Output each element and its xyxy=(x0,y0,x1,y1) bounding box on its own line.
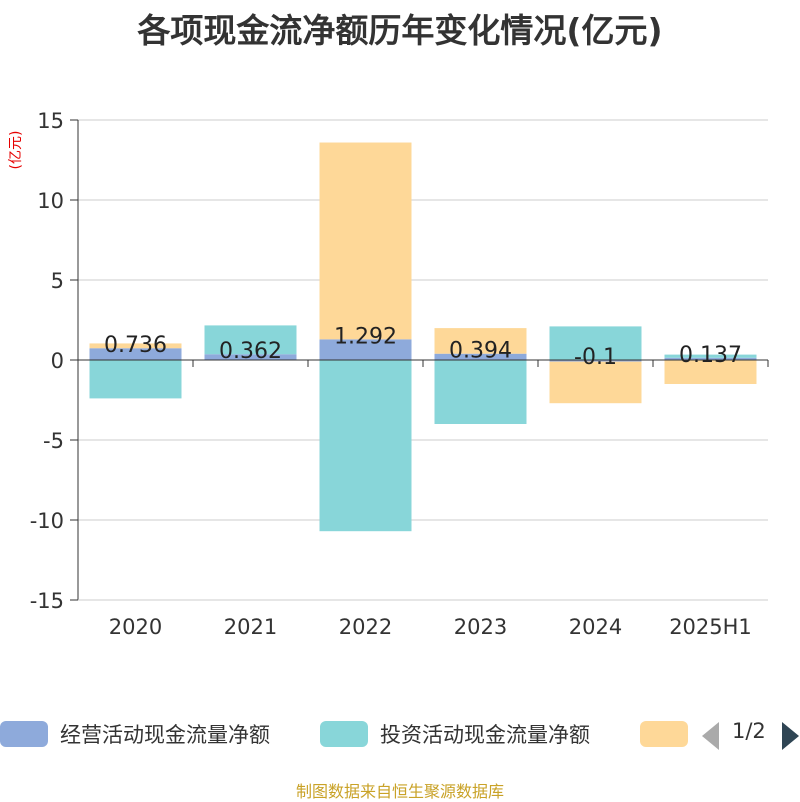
x-tick-label: 2022 xyxy=(339,615,392,639)
y-tick-label: 0 xyxy=(51,349,64,373)
y-tick-label: 5 xyxy=(51,269,64,293)
bar-series1-2020 xyxy=(89,348,182,360)
x-tick-label: 2024 xyxy=(569,615,622,639)
bar-series2-2023 xyxy=(434,360,527,424)
legend-pager: 1/2 xyxy=(700,716,800,752)
data-label: -0.1 xyxy=(574,345,617,370)
y-tick-label: -5 xyxy=(43,429,64,453)
legend-label-operating: 经营活动现金流量净额 xyxy=(60,723,270,747)
chart-title: 各项现金流净额历年变化情况(亿元) xyxy=(137,11,663,50)
bar-series1-2021 xyxy=(204,354,297,360)
data-label: 0.362 xyxy=(219,339,282,364)
legend-label-investing: 投资活动现金流量净额 xyxy=(380,723,590,747)
y-tick-label: -10 xyxy=(30,509,64,533)
x-tick-label: 2020 xyxy=(109,615,162,639)
bar-series3-2024 xyxy=(549,361,642,404)
bar-series2-2025H1 xyxy=(664,354,757,358)
legend-item-operating[interactable]: 经营活动现金流量净额 xyxy=(0,716,270,752)
bar-series1-2023 xyxy=(434,353,527,360)
legend-item-investing[interactable]: 投资活动现金流量净额 xyxy=(320,716,590,752)
bar-series1-2025H1 xyxy=(664,357,757,360)
legend-swatch-third xyxy=(640,721,688,747)
data-label: 1.292 xyxy=(334,324,397,349)
legend-swatch-operating xyxy=(0,721,48,747)
bar-series2-2024 xyxy=(549,326,642,360)
data-label: 0.137 xyxy=(679,343,742,368)
x-tick-label: 2025H1 xyxy=(669,615,752,639)
bar-series1-2024 xyxy=(549,360,642,362)
legend-prev-page-icon[interactable] xyxy=(702,722,719,750)
y-tick-label: 15 xyxy=(37,109,64,133)
bar-series2-2021 xyxy=(204,325,297,355)
y-tick-label: -15 xyxy=(30,589,64,613)
data-label: 0.736 xyxy=(104,333,167,358)
legend-item-third[interactable] xyxy=(640,716,688,752)
bar-series2-2022 xyxy=(319,360,412,532)
legend-page-indicator: 1/2 xyxy=(732,719,766,743)
bar-series2-2020 xyxy=(89,360,182,399)
data-label: 0.394 xyxy=(449,339,512,364)
legend-swatch-investing xyxy=(320,721,368,747)
chart-area: 15 10 5 0 -5 -10 -15 0.736 0.362 1.292 0.394 -0.1 0.… xyxy=(30,109,769,639)
bar-series3-2022 xyxy=(319,142,412,340)
source-footer: 制图数据来自恒生聚源数据库 xyxy=(295,782,504,801)
bar-series3-2025H1 xyxy=(664,360,757,384)
legend-next-page-icon[interactable] xyxy=(782,722,799,750)
bar-series3-2020 xyxy=(89,343,182,349)
bar-series1-2022 xyxy=(319,339,412,360)
legend: 经营活动现金流量净额 投资活动现金流量净额 xyxy=(0,716,800,752)
x-tick-label: 2021 xyxy=(224,615,277,639)
bar-series3-2023 xyxy=(434,328,527,354)
y-tick-label: 10 xyxy=(37,189,64,213)
x-tick-label: 2023 xyxy=(454,615,507,639)
